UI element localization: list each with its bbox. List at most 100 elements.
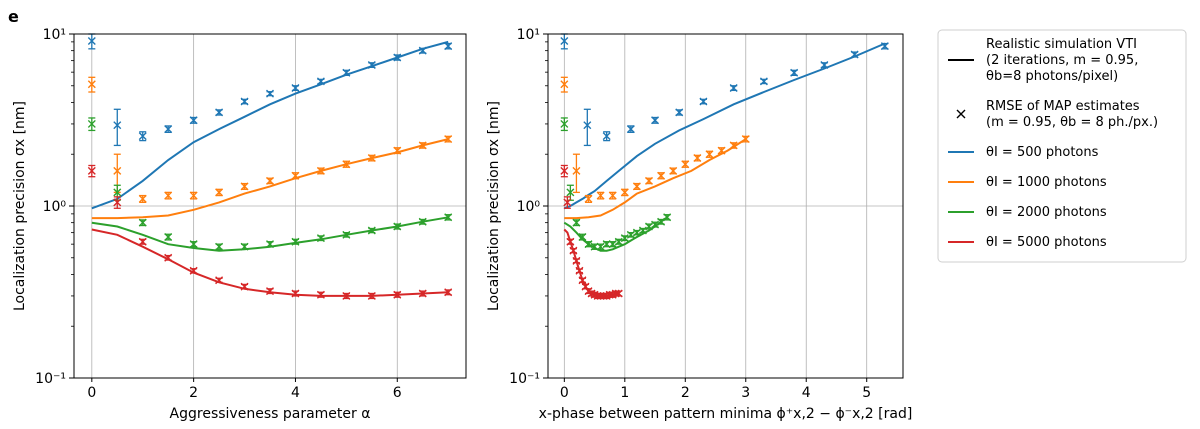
data-point	[113, 166, 122, 175]
data-point	[87, 80, 96, 89]
data-point	[444, 135, 453, 144]
data-point	[790, 68, 799, 77]
data-point	[638, 226, 647, 235]
data-point	[240, 97, 249, 106]
data-point	[444, 42, 453, 51]
data-point	[215, 188, 224, 197]
data-point	[560, 37, 569, 46]
data-point	[596, 242, 605, 251]
data-point	[342, 291, 351, 300]
data-point	[583, 121, 592, 130]
y-axis-label: Localization precision σx [nm]	[486, 101, 502, 311]
data-point	[266, 240, 274, 249]
data-point	[393, 146, 402, 155]
panel-label: e	[8, 7, 19, 26]
data-point	[560, 166, 569, 175]
series-line	[91, 138, 449, 220]
data-point	[164, 191, 173, 200]
data-point	[189, 191, 198, 200]
data-point	[240, 282, 249, 291]
legend-label-sim: Realistic simulation VTI	[986, 37, 1137, 52]
data-point	[444, 213, 453, 222]
data-point	[560, 119, 569, 128]
data-point	[189, 266, 198, 275]
data-point	[164, 125, 173, 134]
data-point	[608, 191, 617, 200]
y-tick-label: 10⁻¹	[509, 371, 540, 387]
data-point	[602, 132, 611, 141]
x-tick-label: 4	[802, 385, 811, 401]
data-point	[632, 228, 641, 237]
data-point	[291, 289, 300, 298]
data-point	[657, 171, 666, 180]
data-point	[138, 194, 147, 203]
data-point	[367, 226, 376, 235]
legend-label-sim: θb=8 photons/pixel)	[986, 69, 1118, 84]
data-point	[632, 182, 641, 191]
x-tick-label: 5	[862, 385, 871, 401]
legend-frame	[937, 29, 1187, 263]
data-point	[850, 50, 859, 59]
data-point	[590, 242, 599, 251]
data-point	[189, 116, 198, 125]
data-point	[342, 160, 351, 169]
data-point	[614, 289, 623, 298]
data-point	[669, 166, 678, 175]
data-point	[316, 77, 325, 86]
y-tick-label: 10⁰	[517, 199, 541, 215]
data-point	[266, 89, 274, 98]
data-point	[266, 287, 274, 296]
legend: Realistic simulation VTI(2 iterations, m…	[937, 29, 1187, 263]
data-point	[717, 146, 726, 155]
data-point	[729, 84, 738, 93]
data-point	[572, 218, 581, 227]
data-point	[614, 237, 623, 246]
data-point	[291, 84, 300, 93]
data-point	[693, 154, 702, 163]
data-point	[602, 240, 611, 249]
x-tick-label: 6	[393, 385, 402, 401]
data-point	[367, 61, 376, 70]
series-line	[91, 40, 449, 210]
data-point	[651, 116, 660, 125]
data-point	[215, 242, 224, 251]
data-point	[657, 217, 666, 226]
x-tick-label: 0	[560, 385, 569, 401]
series-line	[563, 42, 886, 210]
x-tick-label: 1	[620, 385, 629, 401]
data-point	[418, 141, 427, 150]
y-tick-label: 10⁰	[43, 199, 67, 215]
data-point	[575, 266, 584, 275]
x-tick-label: 2	[189, 385, 198, 401]
data-point	[566, 188, 575, 197]
data-point	[705, 150, 714, 159]
data-point	[759, 77, 768, 86]
data-point	[164, 253, 173, 262]
data-point	[342, 230, 351, 239]
data-point	[645, 176, 653, 185]
data-point	[87, 37, 96, 46]
data-point	[569, 246, 578, 255]
data-point	[316, 166, 325, 175]
legend-label-s500: θI = 500 photons	[986, 145, 1099, 160]
data-point	[316, 290, 325, 299]
data-point	[563, 198, 572, 207]
data-point	[741, 135, 750, 144]
data-point	[138, 237, 147, 246]
y-tick-label: 10¹	[517, 27, 540, 43]
data-point	[626, 230, 635, 239]
data-point	[367, 154, 376, 163]
data-point	[138, 132, 147, 141]
data-point	[87, 166, 96, 175]
x-tick-label: 2	[681, 385, 690, 401]
data-point	[291, 237, 300, 246]
data-point	[620, 234, 629, 243]
data-point	[393, 290, 402, 299]
data-point	[572, 166, 581, 175]
data-point	[608, 240, 617, 249]
legend-swatch-rmse	[956, 109, 966, 119]
x-tick-label: 3	[741, 385, 750, 401]
legend-label-s5000: θI = 5000 photons	[986, 235, 1107, 250]
data-point	[291, 171, 300, 180]
data-point	[342, 68, 351, 77]
